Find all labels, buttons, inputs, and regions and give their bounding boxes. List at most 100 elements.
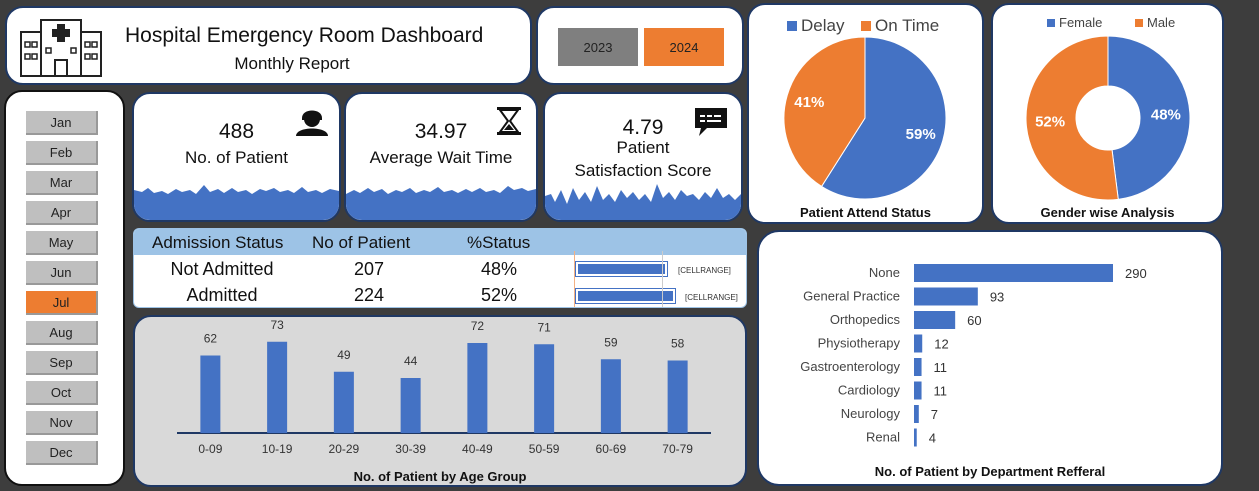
age-bar-label: 59 [604, 335, 618, 349]
gender-chart-title: Gender wise Analysis [1040, 205, 1175, 220]
legend-swatch [861, 21, 871, 31]
kpi-card-patients: 488 No. of Patient [132, 92, 341, 222]
page-title: Hospital Emergency Room Dashboard [125, 24, 484, 47]
age-bar-label: 73 [270, 318, 284, 332]
chat-icon [695, 108, 727, 136]
age-bar [467, 343, 488, 433]
delay-pct-label: 59% [906, 126, 936, 143]
year-button-2024[interactable]: 2024 [644, 28, 724, 66]
satisfaction-sparkline [545, 184, 741, 220]
department-bar [914, 381, 922, 400]
age-chart-title: No. of Patient by Age Group [353, 469, 527, 484]
dashboard-header: Hospital Emergency Room Dashboard Monthl… [5, 6, 532, 85]
hospital-icon [20, 19, 102, 77]
month-button-jul[interactable]: Jul [26, 291, 98, 315]
department-value-label: 11 [934, 384, 948, 399]
legend-swatch [1135, 18, 1143, 27]
age-bar-label: 72 [471, 319, 485, 333]
attend-status-pie: 59% 41% [783, 36, 947, 200]
department-bar [914, 287, 978, 306]
legend-label-on-time: On Time [875, 16, 940, 35]
gender-chart: Female Male 48% 52% Gender wise Analysis [991, 3, 1224, 224]
age-bar [600, 359, 621, 433]
month-button-nov[interactable]: Nov [26, 411, 98, 435]
department-value-label: 12 [934, 337, 948, 352]
department-label: Orthopedics [830, 312, 901, 327]
department-label: None [869, 265, 900, 280]
wait-time-sparkline [346, 186, 536, 220]
department-referral-chart: None 290 General Practice 93 Orthopedics 60 Ph… [757, 230, 1223, 486]
department-value-label: 93 [990, 290, 1004, 305]
age-bar-label: 44 [404, 354, 418, 368]
legend-item: Delay [787, 16, 844, 36]
row-count: 207 [353, 259, 385, 279]
admission-table-header: Admission Status No of Patient %Status [134, 229, 746, 255]
male-pct-label: 52% [1035, 114, 1065, 131]
department-value-label: 4 [929, 431, 936, 446]
legend-swatch [787, 21, 797, 31]
department-value-label: 290 [1125, 266, 1147, 281]
kpi-wait-label: Average Wait Time [369, 148, 513, 167]
month-button-sep[interactable]: Sep [26, 351, 98, 375]
female-slice [1107, 35, 1191, 200]
kpi-card-satisfaction: 4.79 Patient Satisfaction Score [543, 92, 743, 222]
age-tick-label: 60-69 [596, 442, 627, 456]
legend-item: Female [1047, 15, 1102, 30]
month-button-may[interactable]: May [26, 231, 98, 255]
department-bar [914, 405, 919, 423]
female-pct-label: 48% [1151, 106, 1181, 123]
department-label: General Practice [803, 289, 900, 304]
month-button-feb[interactable]: Feb [26, 141, 98, 165]
legend-label-delay: Delay [801, 16, 845, 35]
department-value-label: 60 [967, 313, 981, 328]
month-slicer: Jan Feb Mar Apr May Jun Jul Aug Sep Oct Nov Dec [4, 90, 125, 486]
column-header-pct: %Status [467, 233, 531, 252]
department-chart-title: No. of Patient by Department Refferal [874, 464, 1106, 479]
department-value-label: 7 [931, 407, 938, 422]
month-button-jan[interactable]: Jan [26, 111, 98, 135]
kpi-patients-label: No. of Patient [184, 148, 288, 167]
male-slice [1025, 35, 1119, 201]
delay-slice [820, 36, 947, 200]
admission-bar-not-admitted [574, 261, 669, 277]
department-bar-chart: None 290 General Practice 93 Orthopedics 60 Ph… [800, 264, 1147, 447]
age-bar [200, 355, 221, 433]
grid-line [662, 251, 663, 307]
age-tick-label: 50-59 [529, 442, 560, 456]
column-header-status: Admission Status [152, 233, 284, 252]
age-bar-label: 58 [671, 337, 685, 351]
department-label: Gastroenterology [800, 359, 900, 374]
department-label: Neurology [841, 406, 901, 421]
age-bar-label: 49 [337, 348, 351, 362]
row-pct: 48% [480, 259, 518, 279]
age-tick-label: 30-39 [395, 442, 426, 456]
year-slicer: 2023 2024 [536, 6, 744, 85]
year-button-2023[interactable]: 2023 [558, 28, 638, 66]
month-button-aug[interactable]: Aug [26, 321, 98, 345]
age-bar-label: 71 [537, 320, 551, 334]
month-button-oct[interactable]: Oct [26, 381, 98, 405]
month-button-jun[interactable]: Jun [26, 261, 98, 285]
kpi-card-wait-time: 34.97 Average Wait Time [344, 92, 538, 222]
age-bar [667, 360, 688, 433]
month-button-mar[interactable]: Mar [26, 171, 98, 195]
age-group-bar-chart: 62 0-09 73 10-19 49 20-29 44 30-39 72 40-49 71 50-5… [177, 318, 711, 456]
on-time-slice [783, 36, 866, 188]
age-bar-label: 62 [204, 332, 218, 346]
month-button-apr[interactable]: Apr [26, 201, 98, 225]
legend-label-female: Female [1059, 15, 1103, 30]
legend-label-male: Male [1147, 15, 1176, 30]
hourglass-icon [497, 107, 521, 135]
department-bar [914, 428, 917, 447]
kpi-wait-value: 34.97 [414, 120, 468, 143]
department-value-label: 11 [934, 360, 948, 375]
age-group-chart: 62 0-09 73 10-19 49 20-29 44 30-39 72 40-49 71 50-5… [133, 315, 747, 487]
kpi-satisfaction-label-line1: Patient [616, 138, 670, 157]
department-label: Cardiology [838, 383, 901, 398]
age-tick-label: 10-19 [262, 442, 293, 456]
month-button-dec[interactable]: Dec [26, 441, 98, 465]
age-tick-label: 20-29 [329, 442, 360, 456]
row-pct: 52% [480, 285, 518, 305]
admission-bar-admitted [575, 288, 676, 304]
row-status: Not Admitted [170, 259, 274, 279]
